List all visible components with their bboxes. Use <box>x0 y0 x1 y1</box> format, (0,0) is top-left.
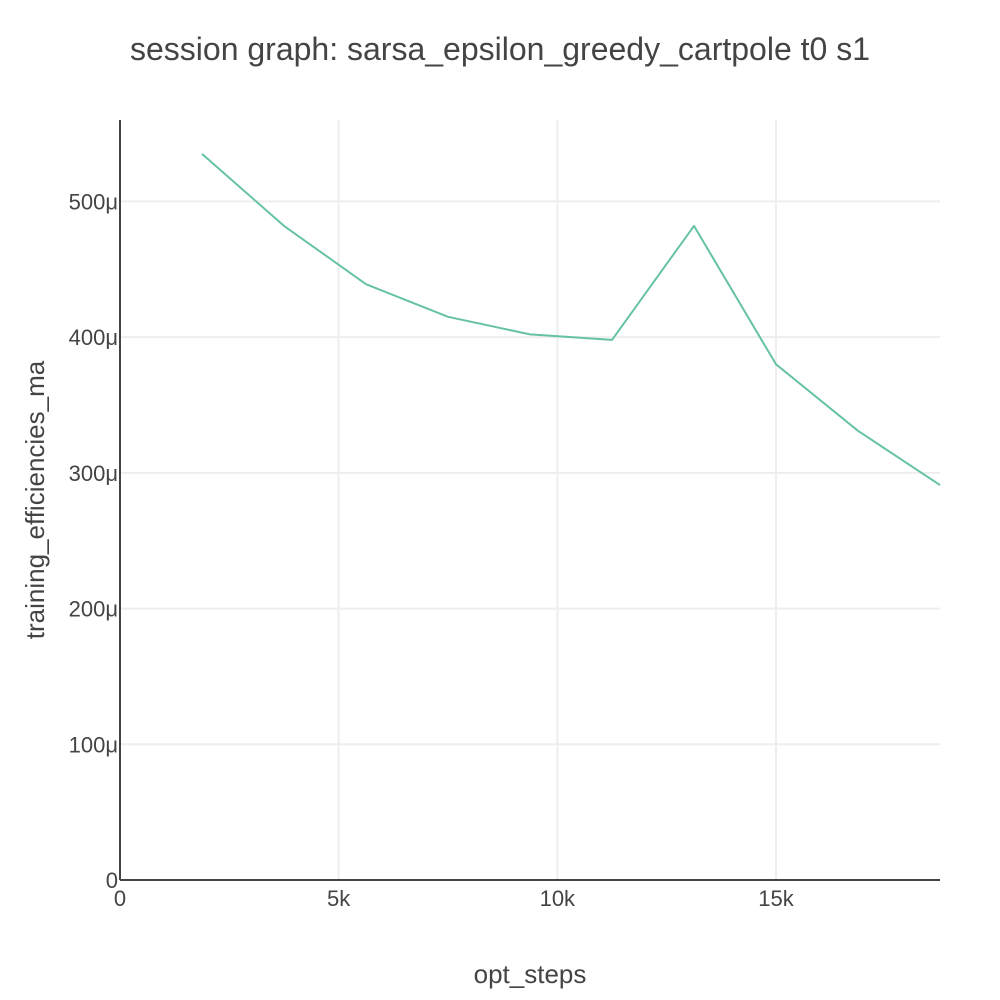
x-axis-title: opt_steps <box>474 959 587 989</box>
series-line <box>201 153 941 486</box>
x-tick-label: 0 <box>114 886 126 911</box>
chart-title: session graph: sarsa_epsilon_greedy_cart… <box>130 31 870 67</box>
y-axis-title: training_efficiencies_ma <box>20 360 50 639</box>
y-tick-label: 200μ <box>69 597 118 622</box>
y-tick-label: 300μ <box>69 461 118 486</box>
y-tick-label: 400μ <box>69 325 118 350</box>
y-tick-label: 100μ <box>69 732 118 757</box>
y-axis-ticks: 0 100μ 200μ 300μ 400μ 500μ <box>69 189 118 893</box>
series-layer <box>201 153 941 486</box>
y-tick-label: 500μ <box>69 189 118 214</box>
x-axis-ticks: 0 5k 10k 15k <box>114 886 795 911</box>
y-tick-label: 0 <box>106 868 118 893</box>
x-tick-label: 5k <box>327 886 351 911</box>
x-tick-label: 15k <box>758 886 794 911</box>
grid-lines <box>120 120 940 880</box>
x-tick-label: 10k <box>540 886 576 911</box>
